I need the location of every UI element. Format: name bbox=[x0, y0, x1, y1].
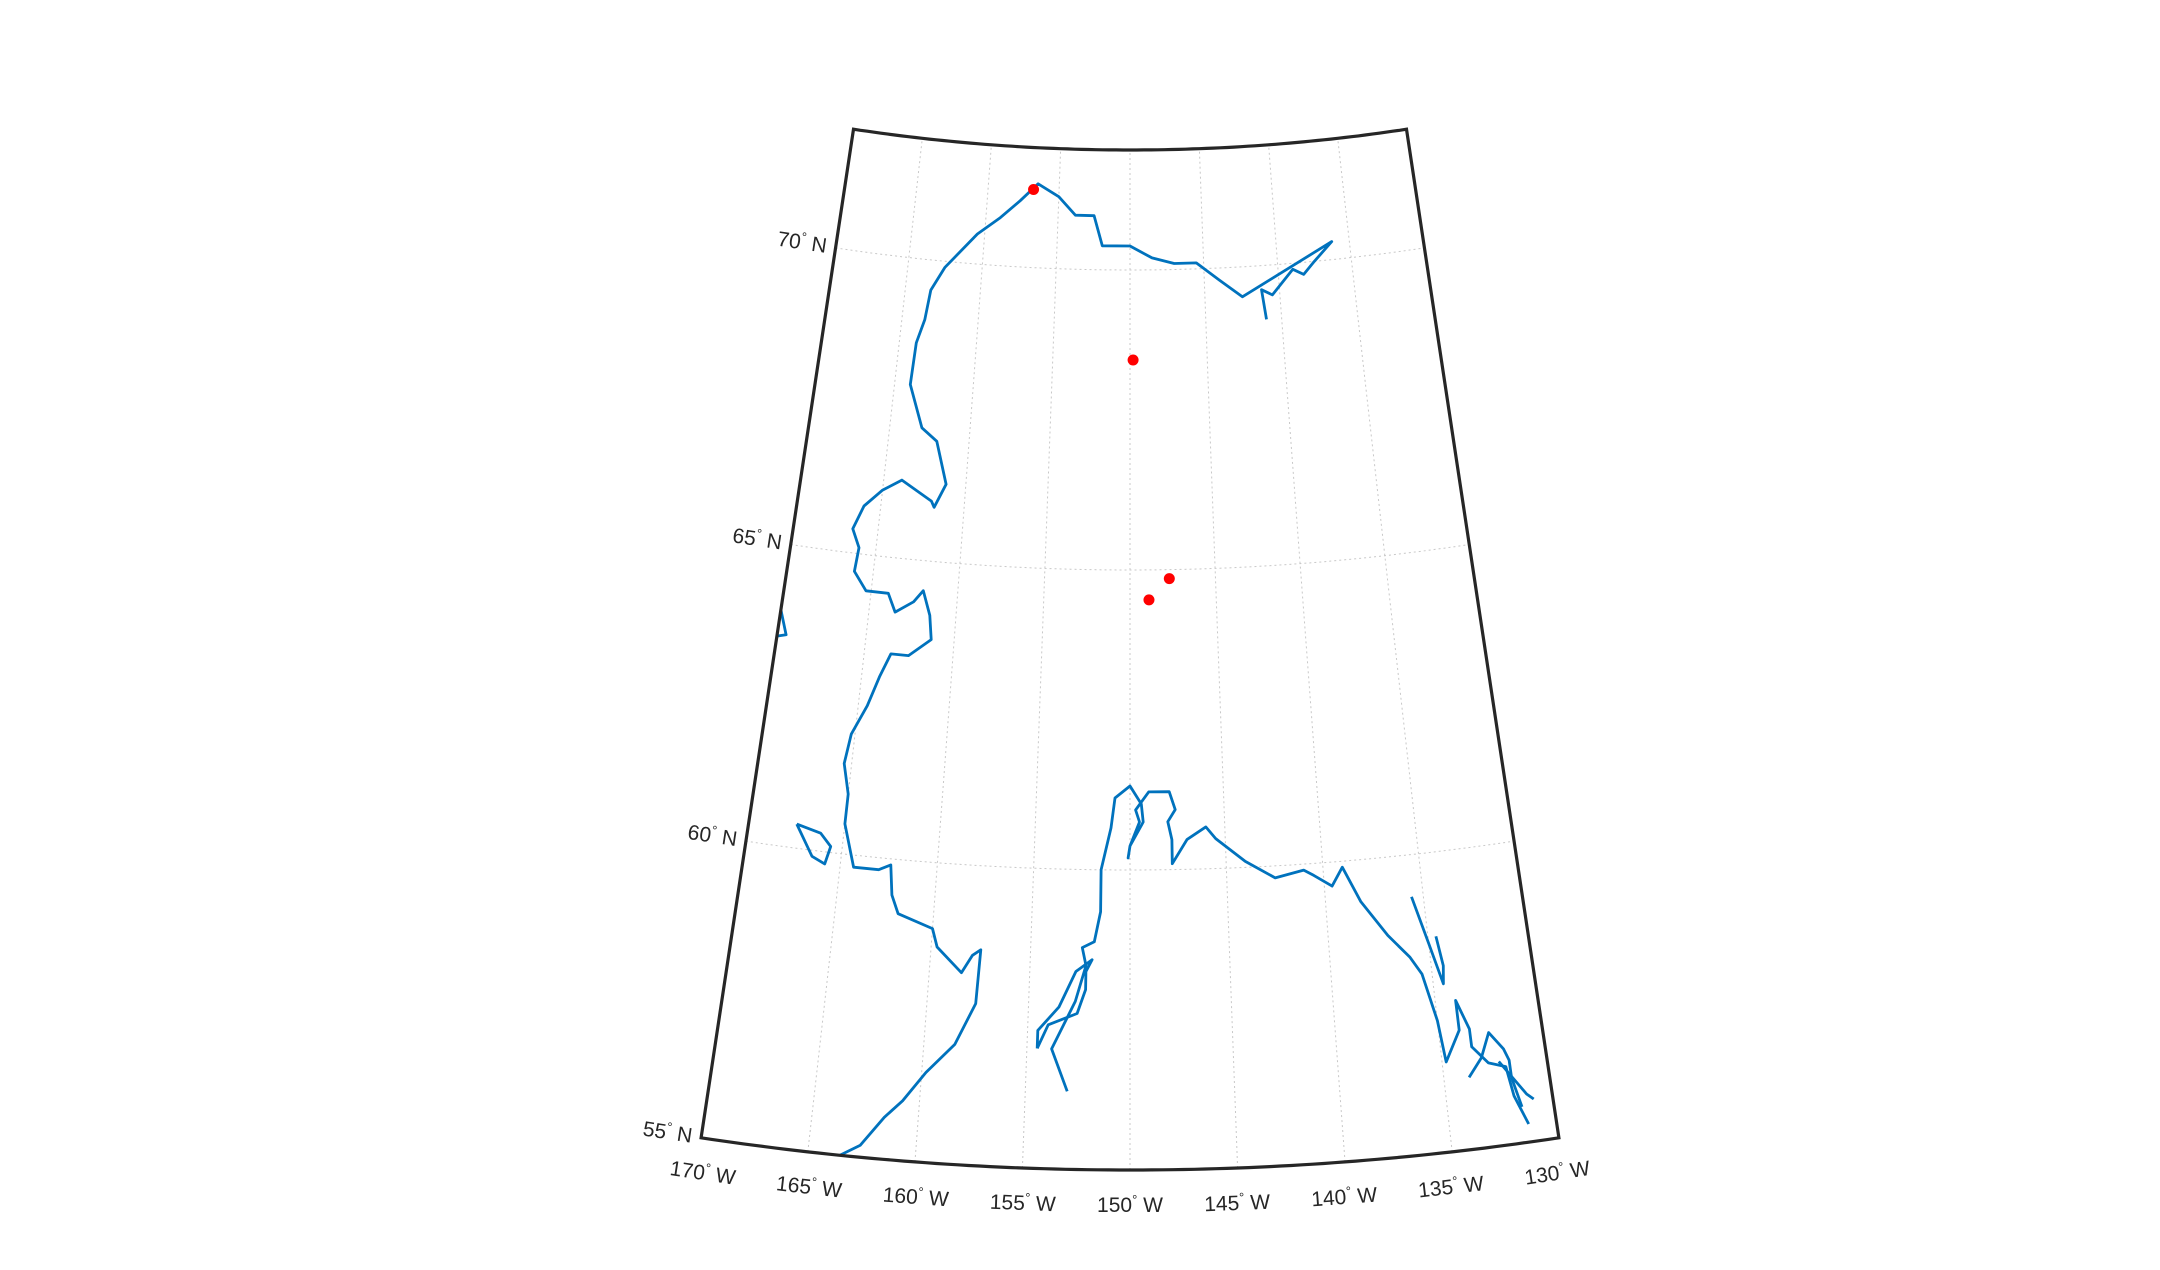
meridian-line bbox=[1337, 138, 1453, 1152]
lat-label-60: 60° N bbox=[686, 819, 739, 851]
lon-label-160: 160° W bbox=[882, 1182, 950, 1212]
coastline-inner-channel-3 bbox=[1497, 1060, 1535, 1101]
station-marker bbox=[1127, 354, 1139, 366]
map-frame bbox=[699, 127, 1561, 1172]
coastline-nunivak-island bbox=[795, 822, 833, 866]
station-markers bbox=[1028, 184, 1175, 606]
lon-label-130: 130° W bbox=[1523, 1155, 1592, 1190]
lat-label-55: 55° N bbox=[641, 1116, 694, 1148]
lon-label-155: 155° W bbox=[989, 1189, 1056, 1216]
lat-label-70: 70° N bbox=[776, 226, 829, 258]
lon-label-170: 170° W bbox=[668, 1155, 737, 1190]
graticule bbox=[745, 138, 1515, 1170]
station-marker bbox=[1143, 594, 1155, 606]
meridian-line bbox=[1021, 148, 1062, 1169]
coastlines bbox=[748, 182, 1535, 1171]
lon-label-150: 150° W bbox=[1097, 1192, 1163, 1217]
meridian-line bbox=[807, 138, 923, 1152]
coastline-kodiak-island bbox=[1035, 958, 1094, 1049]
station-marker bbox=[1163, 573, 1175, 585]
lon-label-140: 140° W bbox=[1310, 1182, 1378, 1212]
meridian-line bbox=[914, 144, 992, 1162]
coastline-mainland bbox=[826, 182, 1334, 1171]
station-marker bbox=[1028, 184, 1040, 196]
lon-label-135: 135° W bbox=[1417, 1170, 1485, 1202]
lat-label-65: 65° N bbox=[731, 522, 784, 554]
meridian-line bbox=[1268, 144, 1346, 1162]
coastline-inner-channel-1 bbox=[1410, 896, 1445, 986]
lon-label-145: 145° W bbox=[1204, 1189, 1271, 1216]
lon-label-165: 165° W bbox=[775, 1170, 843, 1202]
axis-labels: 55° N 60° N 65° N 70° N 170° W 165° W 160° W 15… bbox=[641, 226, 1592, 1217]
coastline-gulf-east bbox=[1050, 784, 1530, 1125]
meridian-line bbox=[1198, 148, 1239, 1169]
